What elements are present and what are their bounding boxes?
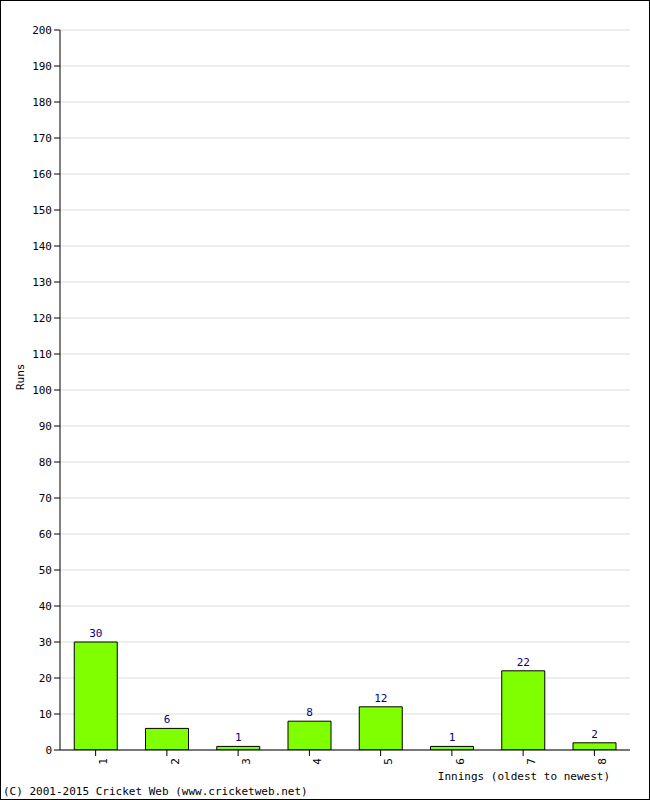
svg-text:3: 3 — [240, 758, 253, 765]
svg-text:Innings (oldest to newest): Innings (oldest to newest) — [438, 770, 610, 783]
svg-text:200: 200 — [32, 24, 52, 37]
svg-text:120: 120 — [32, 312, 52, 325]
svg-text:2: 2 — [169, 758, 182, 765]
svg-text:12: 12 — [374, 692, 387, 705]
svg-text:70: 70 — [39, 492, 52, 505]
svg-text:80: 80 — [39, 456, 52, 469]
html-text:(C) 2001-2015 Cricket Web (www: (C) 2001-2015 Cricket Web (www.cricketwe… — [3, 785, 308, 798]
svg-text:100: 100 — [32, 384, 52, 397]
svg-text:2: 2 — [591, 728, 598, 741]
svg-text:60: 60 — [39, 528, 52, 541]
svg-text:4: 4 — [311, 758, 324, 765]
svg-text:30: 30 — [89, 627, 102, 640]
svg-text:10: 10 — [39, 708, 52, 721]
svg-text:110: 110 — [32, 348, 52, 361]
svg-text:1: 1 — [235, 731, 242, 744]
svg-text:150: 150 — [32, 204, 52, 217]
svg-text:130: 130 — [32, 276, 52, 289]
svg-text:1: 1 — [97, 758, 110, 765]
svg-text:190: 190 — [32, 60, 52, 73]
svg-text:40: 40 — [39, 600, 52, 613]
svg-text:30: 30 — [39, 636, 52, 649]
svg-text:20: 20 — [39, 672, 52, 685]
svg-text:6: 6 — [164, 713, 171, 726]
svg-text:160: 160 — [32, 168, 52, 181]
svg-text:0: 0 — [45, 744, 52, 757]
svg-text:7: 7 — [525, 758, 538, 765]
svg-text:22: 22 — [517, 656, 530, 669]
svg-text:1: 1 — [449, 731, 456, 744]
svg-text:8: 8 — [306, 706, 313, 719]
svg-text:50: 50 — [39, 564, 52, 577]
svg-text:5: 5 — [382, 758, 395, 765]
svg-text:180: 180 — [32, 96, 52, 109]
svg-text:90: 90 — [39, 420, 52, 433]
svg-text:Runs: Runs — [14, 364, 27, 391]
svg-text:6: 6 — [454, 758, 467, 765]
svg-text:8: 8 — [596, 758, 609, 765]
svg-text:140: 140 — [32, 240, 52, 253]
svg-text:170: 170 — [32, 132, 52, 145]
